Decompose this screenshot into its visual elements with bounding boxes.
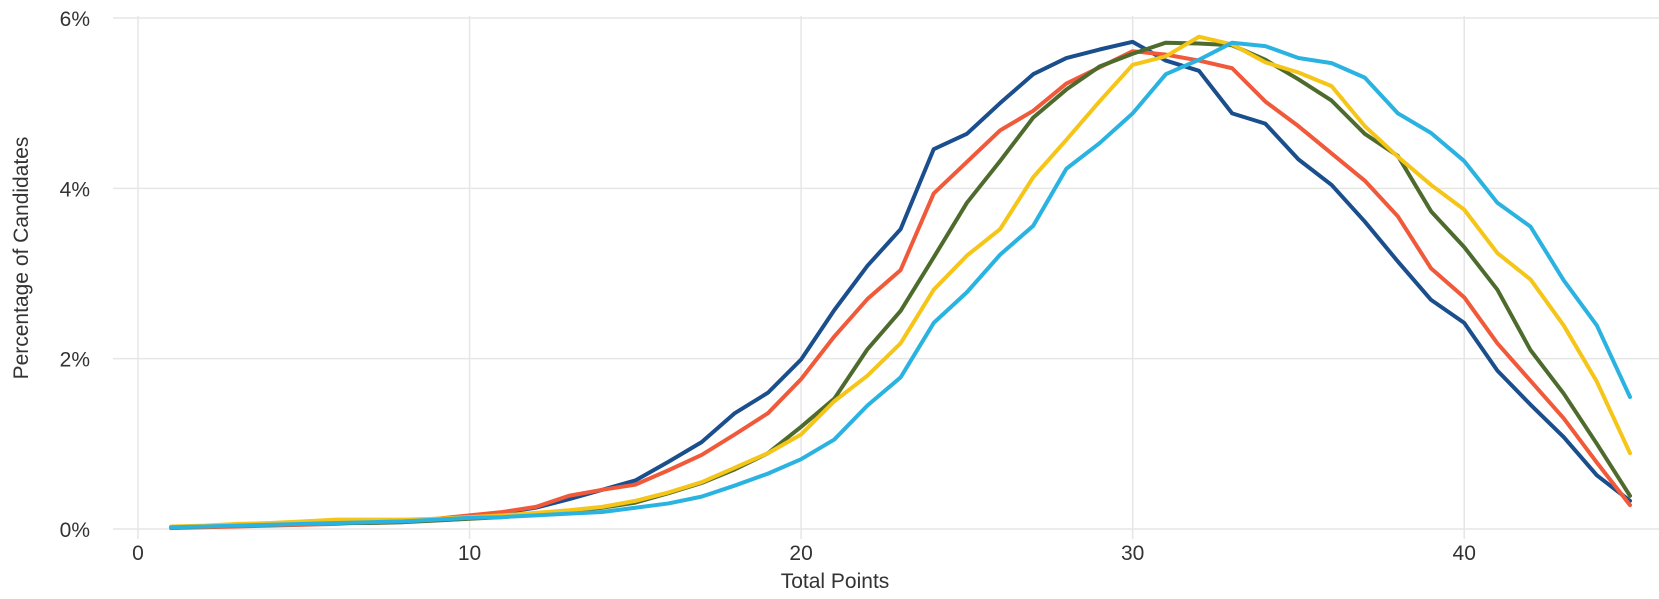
series-line-4 [169, 34, 1632, 529]
y-axis-title: Percentage of Candidates [10, 137, 33, 380]
series-line-1 [169, 39, 1632, 530]
y-tick-label: 2% [60, 349, 90, 372]
tick-labels: 0% 2% 4% 6% 0 10 20 30 40 [60, 8, 1476, 565]
x-tick-label: 40 [1453, 542, 1476, 565]
series-line-5 [169, 40, 1632, 530]
x-tick-label: 20 [789, 542, 812, 565]
grid [113, 16, 1659, 539]
y-tick-label: 6% [60, 8, 90, 31]
y-tick-label: 4% [60, 178, 90, 201]
series-lines [169, 34, 1632, 531]
x-tick-label: 10 [458, 542, 481, 565]
x-tick-label: 30 [1121, 542, 1144, 565]
series-line-3 [169, 40, 1632, 530]
x-axis-title: Total Points [781, 570, 890, 593]
x-tick-label: 0 [132, 542, 144, 565]
y-tick-label: 0% [60, 519, 90, 542]
